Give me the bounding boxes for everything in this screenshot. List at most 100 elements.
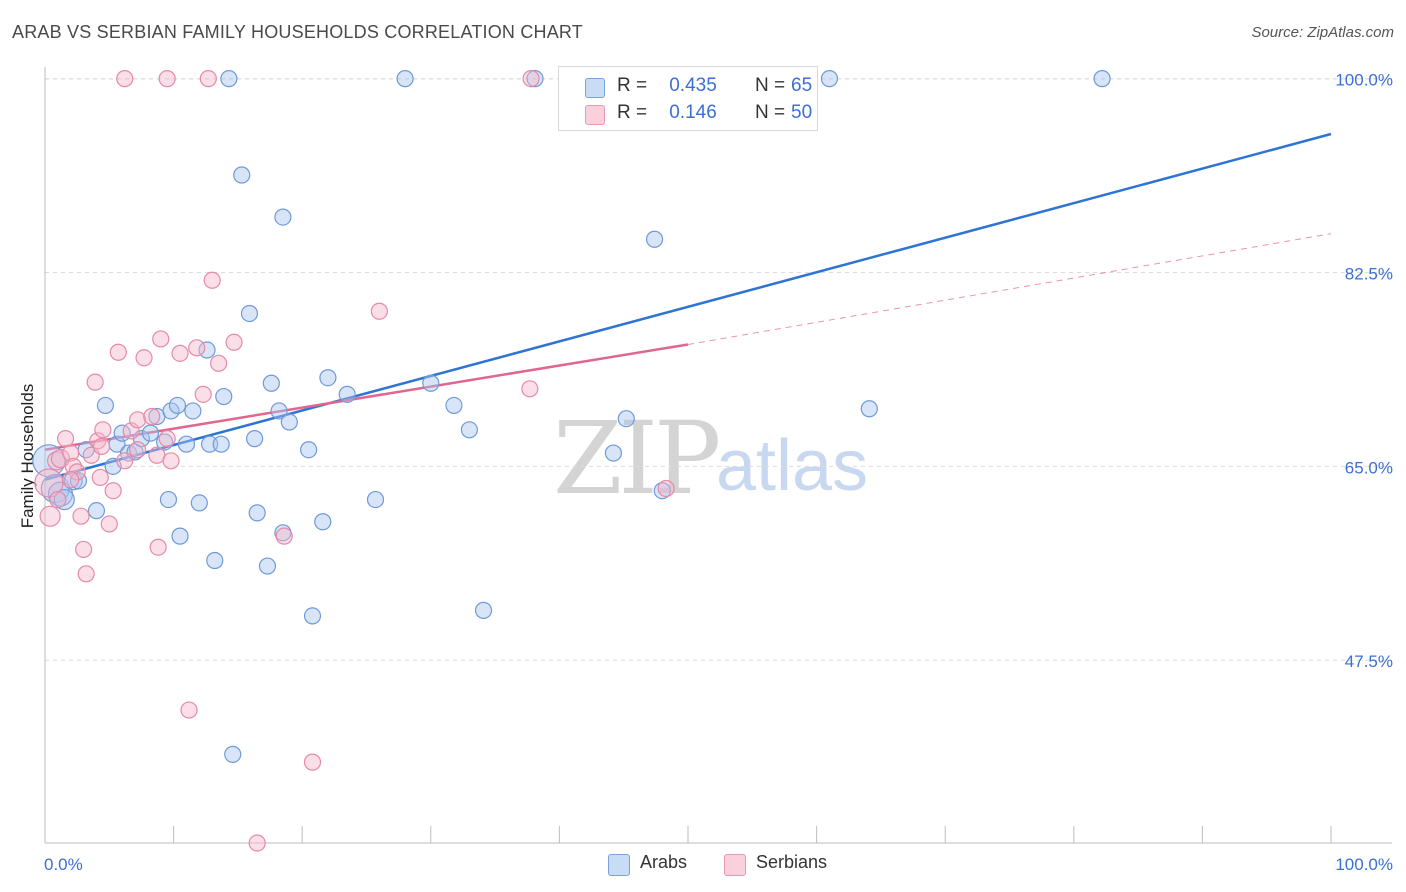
arab-point — [319, 369, 337, 387]
serbian-point — [275, 527, 293, 545]
serbian-point — [248, 834, 266, 852]
serbian-point — [92, 437, 111, 456]
arab-point — [300, 441, 318, 459]
serbian-point — [199, 70, 217, 88]
serbian-point — [203, 271, 221, 289]
legend-n-label: N = — [755, 102, 786, 123]
serbian-point — [56, 430, 75, 448]
label-layer: 47.5% 65.0% 82.5% 100.0% 0.0% 100.0% — [44, 71, 1393, 874]
serbian-point — [180, 701, 198, 719]
serbian-point — [194, 385, 212, 403]
serbian-point — [74, 540, 93, 559]
serbian-point — [225, 333, 243, 351]
arab-point — [215, 387, 233, 406]
serbians-trend-extension — [687, 233, 1332, 345]
x-tick-label: 0.0% — [44, 855, 83, 874]
serbian-point — [162, 452, 180, 470]
bottom-legend-label-arabs: Arabs — [640, 852, 688, 872]
serbian-point — [50, 448, 71, 469]
arab-point — [860, 400, 878, 418]
arab-point — [303, 607, 322, 625]
arab-point — [604, 444, 623, 462]
arab-point — [645, 230, 664, 248]
arab-point — [258, 557, 277, 575]
serbian-point — [77, 565, 95, 583]
arab-point — [262, 374, 280, 392]
arab-point — [526, 70, 544, 88]
serbian-point — [62, 444, 80, 462]
arab-point — [314, 513, 332, 531]
arab-point — [280, 413, 298, 431]
arab-point — [460, 421, 478, 439]
arab-point — [445, 396, 463, 415]
arab-point — [198, 341, 216, 359]
arab-point — [820, 70, 839, 88]
serbian-point — [116, 70, 134, 88]
arabs-trend-line — [44, 132, 1332, 481]
serbian-point — [143, 407, 161, 426]
serbian-point — [149, 538, 167, 556]
legend-n-value: 65 — [791, 75, 813, 96]
serbian-point — [109, 343, 127, 361]
legend-swatch-serbians — [585, 105, 605, 125]
legend-r-label: R = — [617, 102, 648, 123]
arab-point — [87, 502, 106, 520]
arab-point — [270, 402, 288, 420]
arab-point — [233, 166, 251, 184]
serbian-point — [91, 468, 109, 487]
arab-point — [224, 745, 242, 763]
serbian-point — [49, 490, 67, 509]
bottom-legend-swatch-serbians — [724, 854, 746, 876]
arab-point — [184, 402, 202, 420]
points-layer — [32, 70, 1111, 852]
legend-swatch-arabs — [585, 78, 605, 98]
serbian-point — [210, 354, 228, 372]
trend-layer — [44, 132, 1332, 481]
serbian-point — [188, 339, 206, 357]
watermark-zip: ZIP — [553, 400, 721, 517]
arab-point — [474, 601, 493, 619]
arab-point — [177, 435, 196, 453]
y-tick-label: 82.5% — [1345, 264, 1393, 283]
arab-point — [32, 444, 66, 478]
serbian-point — [135, 349, 153, 367]
serbian-point — [104, 482, 122, 500]
arab-point — [168, 396, 187, 415]
serbian-point — [72, 507, 90, 525]
serbian-point — [303, 753, 322, 771]
arab-point — [366, 490, 385, 509]
arab-point — [422, 374, 440, 392]
y-tick-label: 47.5% — [1345, 652, 1393, 671]
serbian-point — [39, 505, 61, 527]
serbians-trend-line — [44, 343, 689, 451]
serbian-point — [158, 430, 176, 448]
serbian-point — [152, 330, 170, 348]
legend-r-value: 0.146 — [669, 102, 717, 123]
bottom-legend-label-serbians: Serbians — [756, 852, 828, 872]
serbian-point — [100, 515, 118, 533]
arab-point — [246, 430, 264, 448]
arab-point — [248, 504, 266, 522]
serbian-point — [522, 70, 540, 88]
grid-layer — [45, 78, 1392, 661]
serbian-point — [128, 411, 147, 429]
arab-point — [220, 70, 238, 88]
arab-point — [240, 304, 259, 323]
serbian-point — [86, 373, 104, 391]
legend-box: R = 0.435 N = 65 R = 0.146 N = 50 — [558, 66, 818, 131]
arab-point — [171, 527, 189, 545]
bottom-legend-swatch-arabs — [608, 854, 630, 876]
arab-point — [206, 551, 224, 570]
serbian-point — [116, 452, 134, 470]
arab-point — [338, 385, 356, 403]
serbian-point — [370, 302, 388, 320]
arab-point — [190, 494, 208, 512]
serbian-point — [171, 344, 189, 362]
arab-point — [617, 410, 635, 428]
legend-r-label: R = — [617, 75, 648, 96]
arab-point — [1093, 70, 1111, 88]
arab-point — [396, 70, 414, 88]
serbian-point — [62, 471, 80, 489]
chart-title: ARAB VS SERBIAN FAMILY HOUSEHOLDS CORREL… — [12, 22, 583, 42]
